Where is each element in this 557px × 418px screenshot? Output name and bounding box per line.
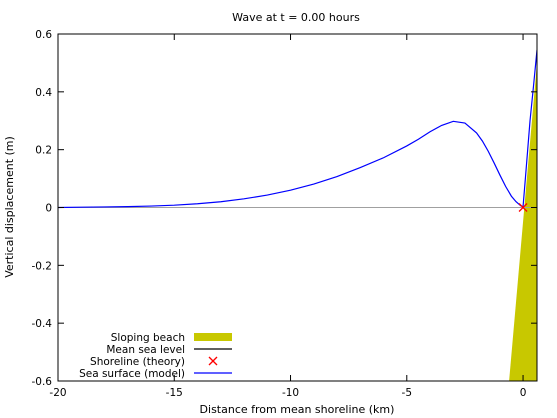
legend-item: Mean sea level	[106, 344, 232, 356]
y-tick-label: 0.4	[35, 87, 52, 99]
y-tick-label: -0.4	[32, 318, 53, 330]
legend-label: Shoreline (theory)	[90, 356, 185, 368]
x-tick-label: -5	[402, 387, 412, 399]
beach-layer	[509, 62, 537, 381]
x-axis-title: Distance from mean shoreline (km)	[200, 403, 395, 416]
shoreline-marker	[518, 203, 528, 212]
y-axis-title: Vertical displacement (m)	[3, 136, 16, 278]
legend-label: Mean sea level	[106, 344, 185, 356]
plot-area	[58, 49, 537, 381]
sloping-beach-area	[509, 62, 537, 381]
y-tick-label: 0.2	[35, 145, 52, 157]
legend-item: Shoreline (theory)	[90, 356, 218, 368]
legend-item: Sea surface (model)	[79, 368, 232, 380]
y-tick-label: 0	[45, 203, 52, 215]
x-tick-label: 0	[520, 387, 527, 399]
x-tick-label: -15	[166, 387, 183, 399]
legend-swatch	[208, 356, 218, 366]
sea-surface-line	[58, 49, 537, 209]
x-tick-label: -10	[282, 387, 299, 399]
x-tick-label: -20	[49, 387, 66, 399]
legend-label: Sloping beach	[111, 332, 185, 344]
y-axis: -0.6 -0.4 -0.2 0 0.2 0.4 0.6	[32, 29, 537, 388]
y-tick-label: 0.6	[35, 29, 52, 41]
y-tick-label: -0.2	[32, 260, 53, 272]
x-axis: -20 -15 -10 -5 0	[49, 34, 526, 399]
sea-surface-layer	[58, 49, 537, 209]
shoreline-marker-layer	[518, 203, 528, 212]
chart-title: Wave at t = 0.00 hours	[232, 11, 360, 24]
y-tick-label: -0.6	[32, 376, 53, 388]
legend-swatch	[194, 333, 232, 341]
legend-label: Sea surface (model)	[79, 368, 185, 380]
legend-item: Sloping beach	[111, 332, 232, 344]
